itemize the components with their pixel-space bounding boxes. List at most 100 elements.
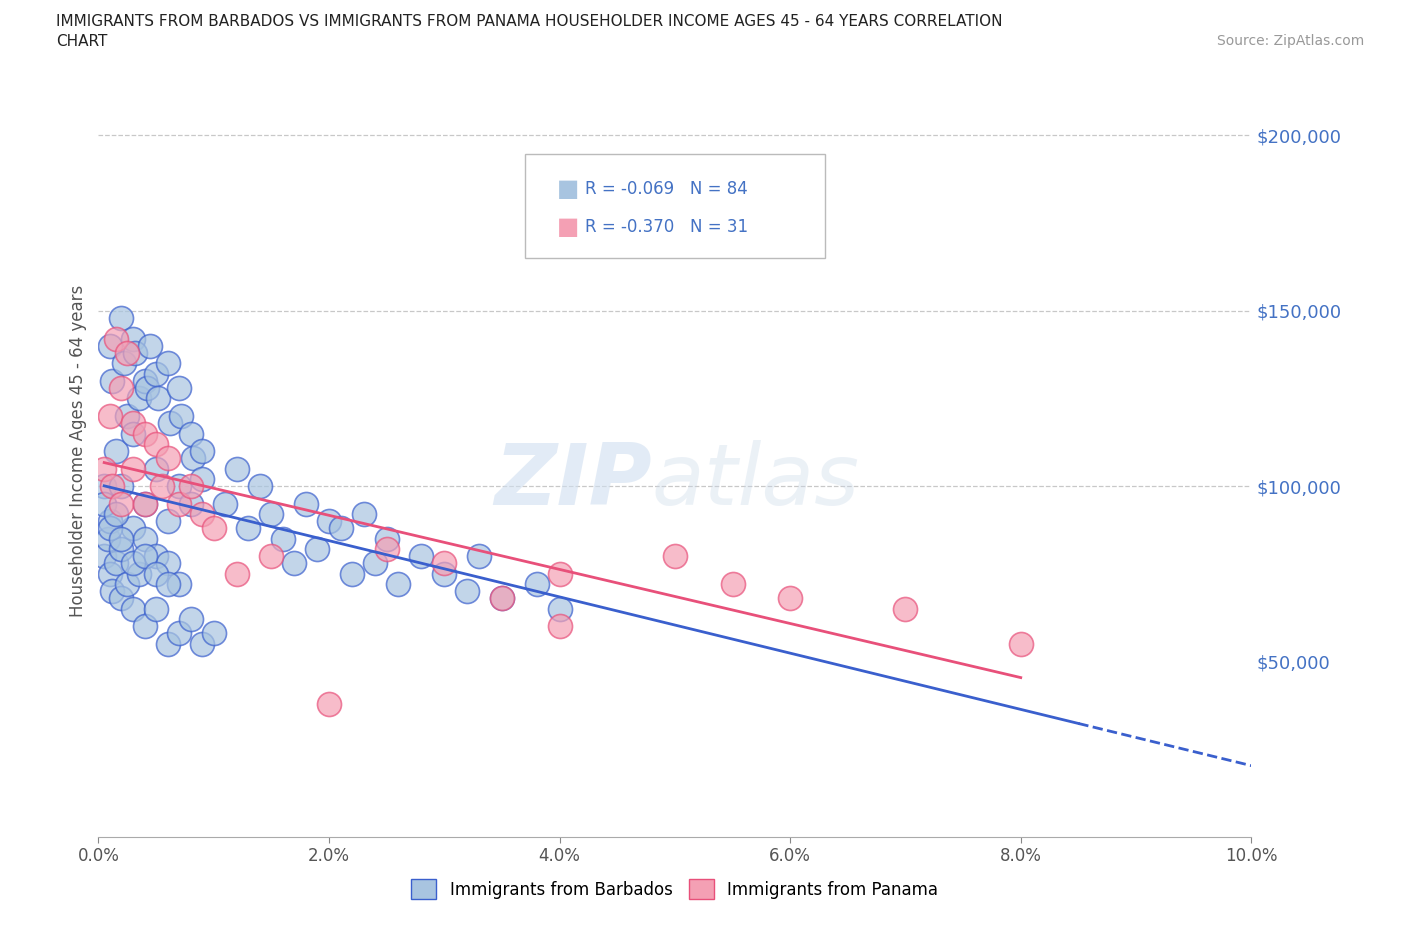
Point: [433, 556, 456, 571]
Point: [180, 497, 202, 512]
Point: [110, 380, 132, 395]
Point: [318, 697, 340, 711]
Point: [150, 479, 173, 494]
Point: [148, 391, 170, 405]
Point: [101, 374, 124, 389]
Point: [225, 566, 247, 581]
Point: [225, 461, 247, 476]
Point: [548, 566, 571, 581]
Point: [134, 549, 156, 564]
Point: [779, 591, 801, 605]
Point: [104, 507, 127, 522]
Point: [191, 444, 214, 458]
Point: [548, 602, 571, 617]
Point: [134, 497, 156, 512]
Point: [191, 637, 214, 652]
Text: CHART: CHART: [56, 34, 108, 49]
Point: [104, 444, 127, 458]
Point: [110, 531, 132, 546]
Point: [145, 549, 167, 564]
Point: [167, 380, 190, 395]
Point: [202, 521, 225, 536]
Y-axis label: Householder Income Ages 45 - 64 years: Householder Income Ages 45 - 64 years: [69, 285, 87, 618]
Point: [170, 408, 193, 423]
Point: [135, 380, 157, 395]
Point: [214, 497, 236, 512]
Point: [1010, 637, 1032, 652]
Point: [411, 549, 433, 564]
Point: [526, 577, 548, 591]
Point: [202, 626, 225, 641]
Point: [548, 619, 571, 634]
Point: [329, 521, 352, 536]
Point: [156, 556, 179, 571]
Point: [364, 556, 387, 571]
Point: [456, 584, 478, 599]
Point: [98, 566, 121, 581]
Point: [134, 374, 156, 389]
Point: [387, 577, 409, 591]
Point: [191, 472, 214, 486]
Point: [260, 507, 283, 522]
Point: [101, 584, 124, 599]
Point: [117, 408, 139, 423]
Point: [117, 345, 139, 360]
Point: [110, 591, 132, 605]
Point: [93, 479, 115, 494]
Point: [134, 426, 156, 441]
Point: [167, 479, 190, 494]
Point: [104, 331, 127, 346]
Point: [134, 619, 156, 634]
Point: [139, 339, 162, 353]
Text: ZIP: ZIP: [494, 441, 652, 524]
Point: [180, 479, 202, 494]
Point: [318, 513, 340, 528]
Point: [122, 416, 145, 431]
Point: [101, 479, 124, 494]
Point: [98, 408, 121, 423]
Point: [110, 542, 132, 557]
Point: [375, 531, 398, 546]
Point: [145, 436, 167, 451]
Point: [894, 602, 917, 617]
Point: [122, 602, 145, 617]
Point: [93, 461, 115, 476]
Point: [104, 556, 127, 571]
Point: [238, 521, 260, 536]
Point: [145, 602, 167, 617]
Point: [249, 479, 271, 494]
Point: [353, 507, 375, 522]
Point: [156, 637, 179, 652]
Legend: Immigrants from Barbados, Immigrants from Panama: Immigrants from Barbados, Immigrants fro…: [405, 872, 945, 906]
Point: [122, 461, 145, 476]
Point: [664, 549, 686, 564]
Point: [145, 366, 167, 381]
Point: [122, 331, 145, 346]
Text: atlas: atlas: [652, 441, 860, 524]
Point: [117, 577, 139, 591]
Point: [180, 426, 202, 441]
Point: [181, 451, 204, 466]
Text: IMMIGRANTS FROM BARBADOS VS IMMIGRANTS FROM PANAMA HOUSEHOLDER INCOME AGES 45 - : IMMIGRANTS FROM BARBADOS VS IMMIGRANTS F…: [56, 14, 1002, 29]
Text: R = -0.370   N = 31: R = -0.370 N = 31: [585, 219, 748, 236]
Point: [260, 549, 283, 564]
Point: [340, 566, 363, 581]
Point: [167, 626, 190, 641]
Point: [159, 416, 181, 431]
Point: [122, 521, 145, 536]
Text: ■: ■: [557, 215, 579, 239]
Point: [468, 549, 491, 564]
Point: [98, 513, 121, 528]
Point: [122, 556, 145, 571]
Point: [721, 577, 744, 591]
Point: [134, 497, 156, 512]
Point: [122, 426, 145, 441]
Point: [93, 497, 115, 512]
Point: [191, 507, 214, 522]
FancyBboxPatch shape: [524, 153, 825, 258]
Point: [295, 497, 318, 512]
Point: [124, 345, 146, 360]
Point: [145, 566, 167, 581]
Point: [134, 531, 156, 546]
Point: [156, 451, 179, 466]
